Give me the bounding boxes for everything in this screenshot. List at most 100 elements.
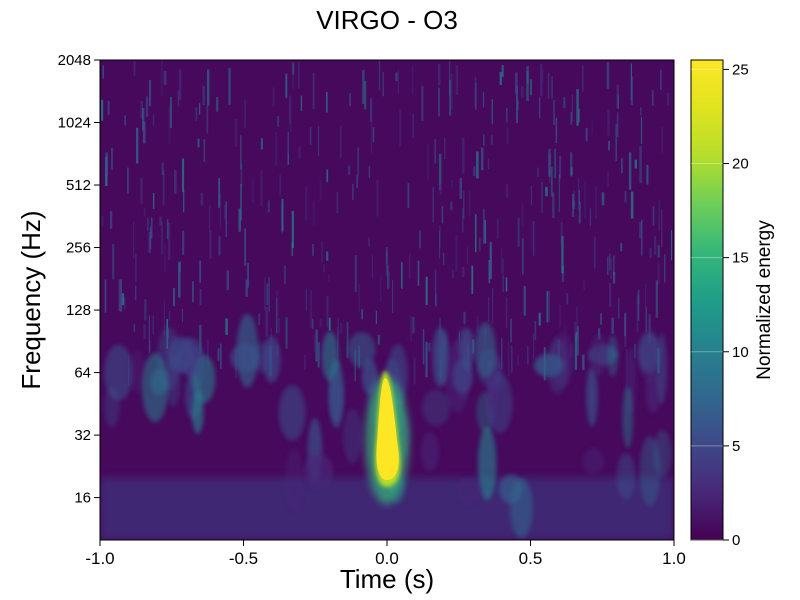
- noise-streak: [441, 205, 444, 224]
- noise-streak: [361, 309, 364, 320]
- noise-streak: [536, 167, 540, 177]
- noise-streak: [118, 279, 122, 312]
- noise-streak: [482, 91, 485, 108]
- noise-streak: [112, 243, 115, 280]
- noise-streak: [658, 200, 660, 231]
- noise-streak: [309, 127, 312, 145]
- noise-streak: [178, 262, 181, 298]
- noise-streak: [554, 148, 556, 179]
- noise-streak: [463, 311, 466, 325]
- colorbar-tick-label: 20: [732, 156, 749, 173]
- noise-blob: [459, 327, 475, 370]
- noise-streak: [630, 76, 634, 106]
- noise-streak: [288, 95, 292, 124]
- noise-streak: [582, 354, 585, 370]
- noise-streak: [601, 192, 605, 206]
- noise-streak: [533, 332, 535, 358]
- noise-streak: [545, 186, 548, 197]
- colorbar-tick-label: 0: [732, 532, 740, 549]
- noise-streak: [634, 343, 636, 358]
- noise-streak: [607, 109, 610, 136]
- noise-streak: [657, 245, 660, 258]
- noise-streak: [651, 90, 654, 106]
- noise-streak: [120, 278, 123, 312]
- noise-streak: [655, 280, 658, 318]
- noise-streak: [224, 204, 227, 220]
- noise-streak: [352, 183, 354, 200]
- noise-streak: [148, 315, 150, 354]
- noise-streak: [541, 182, 543, 213]
- noise-streak: [143, 324, 146, 340]
- noise-streak: [364, 81, 367, 110]
- noise-streak: [173, 288, 175, 307]
- noise-streak: [240, 163, 243, 186]
- noise-streak: [609, 253, 611, 271]
- colorbar-gradient: [690, 59, 724, 541]
- noise-streak: [315, 329, 318, 362]
- noise-streak: [408, 253, 411, 280]
- noise-streak: [371, 123, 373, 154]
- noise-streak: [291, 210, 294, 249]
- noise-streak: [337, 327, 339, 358]
- noise-streak: [326, 92, 328, 113]
- noise-blob: [141, 352, 169, 423]
- noise-streak: [304, 355, 306, 370]
- noise-streak: [427, 143, 429, 181]
- noise-streak: [570, 152, 573, 177]
- noise-streak: [263, 277, 266, 311]
- noise-streak: [649, 247, 652, 259]
- noise-blob: [347, 332, 376, 368]
- noise-streak: [591, 120, 593, 135]
- noise-streak: [319, 180, 322, 201]
- noise-streak: [309, 290, 313, 328]
- noise-streak: [487, 158, 490, 170]
- noise-streak: [203, 138, 206, 162]
- noise-streak: [589, 208, 591, 227]
- noise-streak: [407, 183, 410, 209]
- noise-streak: [489, 242, 492, 279]
- noise-streak: [637, 294, 640, 305]
- noise-streak: [434, 269, 437, 306]
- signal-features: [365, 371, 409, 505]
- noise-streak: [124, 296, 126, 310]
- noise-streak: [538, 312, 541, 326]
- noise-streak: [444, 137, 446, 160]
- noise-streak: [600, 313, 602, 325]
- noise-streak: [624, 313, 626, 337]
- x-tick-label: -1.0: [85, 549, 114, 568]
- noise-streak: [238, 208, 241, 232]
- noise-streak: [490, 134, 493, 145]
- noise-streak: [287, 152, 289, 165]
- noise-streak: [182, 230, 185, 255]
- noise-blob: [510, 478, 533, 538]
- noise-streak: [463, 191, 465, 220]
- noise-streak: [272, 87, 275, 107]
- noise-streak: [449, 79, 451, 116]
- noise-streak: [546, 290, 549, 323]
- noise-streak: [459, 177, 462, 199]
- noise-streak: [258, 313, 261, 325]
- x-tick-label: 0.0: [375, 549, 399, 568]
- noise-streak: [152, 315, 154, 334]
- noise-streak: [149, 226, 152, 250]
- noise-streak: [111, 147, 113, 171]
- noise-streak: [577, 178, 580, 210]
- noise-blob: [104, 386, 120, 428]
- x-axis-label: Time (s): [340, 564, 434, 594]
- noise-streak: [239, 184, 243, 221]
- noise-streak: [287, 131, 289, 165]
- noise-streak: [181, 308, 183, 322]
- noise-streak: [291, 243, 294, 257]
- noise-streak: [349, 93, 351, 107]
- noise-streak: [506, 107, 508, 123]
- noise-streak: [422, 328, 425, 365]
- noise-streak: [474, 214, 477, 253]
- noise-streak: [521, 86, 524, 98]
- noise-streak: [276, 290, 279, 318]
- noise-streak: [522, 238, 524, 275]
- noise-streak: [300, 95, 302, 111]
- noise-streak: [317, 341, 320, 368]
- noise-streak: [225, 201, 228, 238]
- noise-streak: [371, 254, 373, 279]
- noise-streak: [277, 116, 280, 127]
